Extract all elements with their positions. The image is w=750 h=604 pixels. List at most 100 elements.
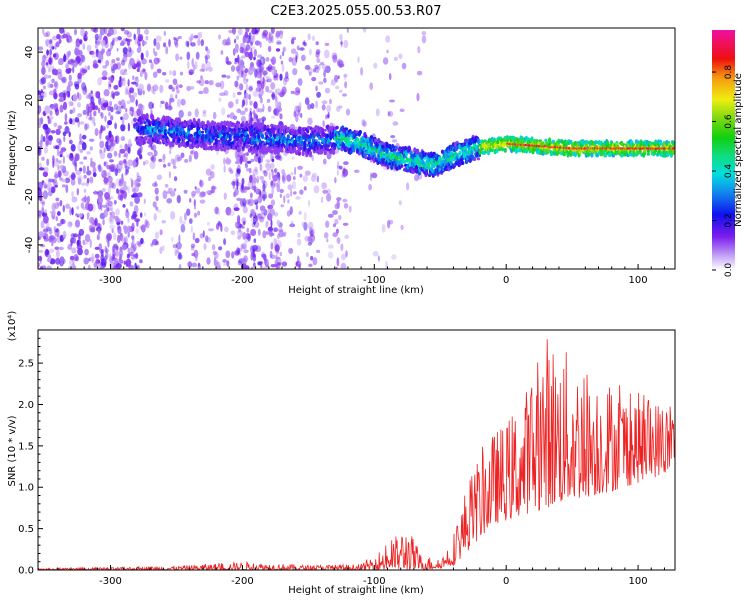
spectral-noise-dot — [210, 186, 217, 190]
spectral-noise-dot — [191, 58, 194, 67]
spectral-noise-dot — [292, 68, 298, 76]
spectral-ridge-dot — [142, 140, 146, 145]
spectral-noise-dot — [69, 255, 75, 261]
spectral-noise-dot — [59, 150, 64, 154]
spectral-noise-dot — [321, 63, 327, 71]
spectral-noise-dot — [154, 187, 159, 195]
spectral-ridge-dot — [200, 130, 205, 134]
spectral-noise-dot — [47, 115, 50, 119]
spectral-noise-dot — [343, 161, 349, 166]
spectral-ridge-dot — [286, 126, 290, 131]
spectral-noise-dot — [191, 262, 198, 268]
spectral-noise-dot — [68, 221, 73, 227]
spectral-noise-dot — [119, 76, 122, 82]
spectral-noise-dot — [237, 215, 241, 224]
spectral-noise-dot — [186, 51, 191, 61]
spectral-noise-dot — [106, 105, 111, 112]
spectral-noise-dot — [42, 136, 46, 142]
spectral-noise-dot — [271, 158, 275, 162]
spectral-noise-dot — [178, 234, 181, 244]
spectral-noise-dot — [173, 37, 177, 40]
spectral-noise-dot — [194, 237, 200, 244]
spectral-noise-dot — [132, 92, 138, 98]
spectral-noise-dot — [206, 257, 211, 265]
spectral-noise-dot — [43, 215, 49, 224]
spectral-noise-dot — [245, 83, 249, 92]
spectral-noise-dot — [105, 234, 110, 243]
spectral-noise-dot — [315, 66, 320, 74]
spectral-noise-dot — [273, 238, 278, 246]
spectral-noise-dot — [289, 223, 296, 228]
spectral-noise-dot — [51, 242, 54, 247]
x-tick-label: -200 — [231, 576, 254, 587]
spectral-noise-dot — [84, 234, 91, 243]
spectral-noise-dot — [336, 169, 339, 176]
spectral-noise-dot — [324, 65, 331, 74]
spectral-noise-dot — [187, 261, 193, 268]
spectral-noise-dot — [169, 149, 172, 155]
spectral-noise-dot — [385, 35, 391, 43]
spectral-noise-dot — [268, 171, 271, 181]
y-tick-label: 0.0 — [18, 566, 34, 577]
spectral-noise-dot — [191, 253, 196, 257]
spectral-noise-dot — [244, 107, 248, 112]
spectral-noise-dot — [150, 146, 154, 150]
spectral-noise-dot — [117, 36, 122, 41]
spectral-noise-dot — [129, 94, 135, 103]
spectral-noise-dot — [250, 180, 254, 185]
spectral-noise-dot — [241, 225, 245, 229]
spectral-noise-dot — [216, 259, 219, 267]
spectral-ridge-dot — [321, 137, 325, 142]
spectral-noise-dot — [171, 87, 175, 92]
spectral-noise-dot — [144, 160, 149, 165]
spectral-noise-dot — [393, 56, 398, 62]
spectral-noise-dot — [83, 188, 87, 193]
spectral-ridge-dot — [333, 142, 337, 148]
spectral-noise-dot — [100, 124, 103, 134]
spectral-noise-dot — [200, 75, 203, 80]
spectral-noise-dot — [78, 228, 85, 236]
spectral-noise-dot — [70, 241, 73, 246]
spectral-noise-dot — [244, 68, 249, 74]
spectral-noise-dot — [253, 185, 257, 192]
spectral-noise-dot — [139, 155, 143, 160]
spectral-noise-dot — [162, 72, 167, 76]
spectral-noise-dot — [107, 145, 112, 149]
spectral-noise-dot — [72, 257, 75, 266]
spectral-noise-dot — [55, 216, 58, 222]
spectral-noise-dot — [49, 110, 53, 116]
spectral-ridge-dot — [241, 121, 245, 125]
spectral-ridge-dot — [468, 158, 472, 163]
spectral-noise-dot — [228, 101, 234, 109]
spectral-noise-dot — [57, 71, 63, 81]
spectral-noise-dot — [234, 38, 237, 44]
spectral-noise-dot — [102, 65, 108, 69]
spectral-noise-dot — [57, 125, 63, 130]
spectral-noise-dot — [281, 86, 287, 95]
spectral-noise-dot — [51, 178, 58, 184]
colorbar-tick-label: 0.0 — [724, 263, 734, 278]
spectral-noise-dot — [220, 50, 224, 55]
spectral-ridge-dot — [263, 124, 267, 131]
spectral-noise-dot — [99, 248, 105, 253]
spectral-noise-dot — [48, 67, 51, 73]
spectral-noise-dot — [107, 152, 113, 159]
spectral-noise-dot — [54, 174, 59, 179]
spectral-noise-dot — [279, 193, 283, 198]
spectral-noise-dot — [243, 220, 246, 226]
spectral-noise-dot — [185, 40, 189, 47]
spectral-noise-dot — [259, 216, 263, 220]
spectral-ridge-dot — [404, 152, 409, 156]
spectral-noise-dot — [80, 28, 85, 37]
spectral-noise-dot — [299, 47, 305, 51]
spectral-noise-dot — [242, 232, 247, 240]
spectral-noise-dot — [91, 253, 94, 261]
spectral-noise-dot — [311, 76, 317, 82]
spectral-ridge-dot — [480, 147, 484, 151]
spectral-noise-dot — [62, 230, 67, 239]
spectral-noise-dot — [109, 224, 115, 230]
spectral-noise-dot — [139, 212, 143, 218]
spectral-ridge-dot — [528, 149, 532, 154]
spectral-noise-dot — [126, 253, 130, 259]
